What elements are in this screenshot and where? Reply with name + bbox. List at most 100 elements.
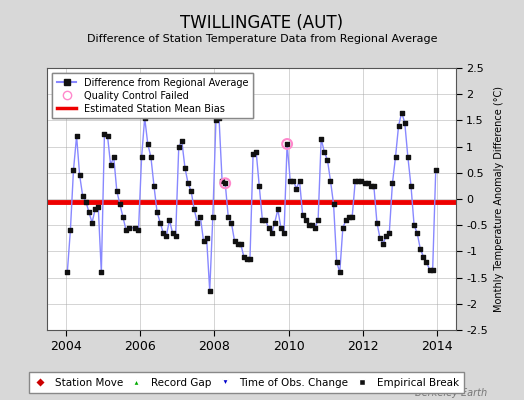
Point xyxy=(212,117,220,124)
Point xyxy=(110,154,118,160)
Point xyxy=(174,143,183,150)
Point xyxy=(239,254,248,260)
Text: Berkeley Earth: Berkeley Earth xyxy=(415,388,487,398)
Point xyxy=(296,178,304,184)
Point xyxy=(326,178,335,184)
Legend: Difference from Regional Average, Quality Control Failed, Estimated Station Mean: Difference from Regional Average, Qualit… xyxy=(52,73,254,118)
Point xyxy=(221,180,230,186)
Point xyxy=(199,238,208,244)
Point xyxy=(274,206,282,213)
Point xyxy=(171,232,180,239)
Point xyxy=(227,219,236,226)
Point xyxy=(267,230,276,236)
Point xyxy=(178,138,186,144)
Point xyxy=(416,246,424,252)
Point xyxy=(342,217,350,223)
Point xyxy=(314,217,322,223)
Point xyxy=(162,232,170,239)
Point xyxy=(205,288,214,294)
Point xyxy=(364,180,372,186)
Point xyxy=(283,141,291,147)
Point xyxy=(137,154,146,160)
Point xyxy=(82,198,90,205)
Point xyxy=(246,256,254,262)
Point xyxy=(134,227,143,234)
Point xyxy=(125,225,134,231)
Point xyxy=(147,154,155,160)
Point xyxy=(196,214,205,220)
Y-axis label: Monthly Temperature Anomaly Difference (°C): Monthly Temperature Anomaly Difference (… xyxy=(494,86,504,312)
Point xyxy=(190,206,199,213)
Point xyxy=(193,219,202,226)
Point xyxy=(354,178,363,184)
Point xyxy=(243,256,251,262)
Point xyxy=(97,269,105,276)
Point xyxy=(156,219,165,226)
Point xyxy=(422,259,431,265)
Point xyxy=(289,178,298,184)
Point xyxy=(106,162,115,168)
Point xyxy=(410,222,418,228)
Point xyxy=(233,240,242,247)
Point xyxy=(280,230,288,236)
Point xyxy=(299,212,307,218)
Legend: Station Move, Record Gap, Time of Obs. Change, Empirical Break: Station Move, Record Gap, Time of Obs. C… xyxy=(29,372,464,393)
Point xyxy=(357,178,366,184)
Point xyxy=(69,167,78,173)
Point xyxy=(382,232,390,239)
Point xyxy=(391,154,400,160)
Point xyxy=(100,130,108,137)
Point xyxy=(419,254,428,260)
Point xyxy=(373,219,381,226)
Point xyxy=(385,230,394,236)
Point xyxy=(218,178,226,184)
Point xyxy=(286,178,294,184)
Point xyxy=(348,214,356,220)
Point xyxy=(258,217,267,223)
Point xyxy=(252,149,260,155)
Point xyxy=(413,230,421,236)
Point xyxy=(333,259,341,265)
Point xyxy=(153,209,161,215)
Point xyxy=(150,183,158,189)
Point xyxy=(345,214,353,220)
Point xyxy=(407,183,415,189)
Point xyxy=(159,230,168,236)
Point xyxy=(88,219,96,226)
Point xyxy=(376,235,384,242)
Point xyxy=(403,154,412,160)
Point xyxy=(94,204,103,210)
Point xyxy=(249,151,257,158)
Point xyxy=(366,183,375,189)
Point xyxy=(283,141,291,147)
Point xyxy=(395,122,403,129)
Point xyxy=(140,114,149,121)
Point xyxy=(122,227,130,234)
Point xyxy=(113,188,121,194)
Point xyxy=(165,217,173,223)
Point xyxy=(144,141,152,147)
Point xyxy=(63,269,71,276)
Point xyxy=(398,109,406,116)
Point xyxy=(308,222,316,228)
Point xyxy=(209,214,217,220)
Point xyxy=(379,240,387,247)
Point xyxy=(119,214,127,220)
Point xyxy=(72,133,81,139)
Point xyxy=(202,235,211,242)
Point xyxy=(264,225,272,231)
Point xyxy=(224,214,233,220)
Point xyxy=(320,149,329,155)
Point xyxy=(388,180,397,186)
Point xyxy=(75,172,84,179)
Point xyxy=(369,183,378,189)
Point xyxy=(236,240,245,247)
Point xyxy=(221,180,230,186)
Point xyxy=(330,201,338,208)
Text: TWILLINGATE (AUT): TWILLINGATE (AUT) xyxy=(180,14,344,32)
Point xyxy=(429,266,437,273)
Point xyxy=(361,180,369,186)
Point xyxy=(66,227,74,234)
Point xyxy=(335,269,344,276)
Point xyxy=(131,225,139,231)
